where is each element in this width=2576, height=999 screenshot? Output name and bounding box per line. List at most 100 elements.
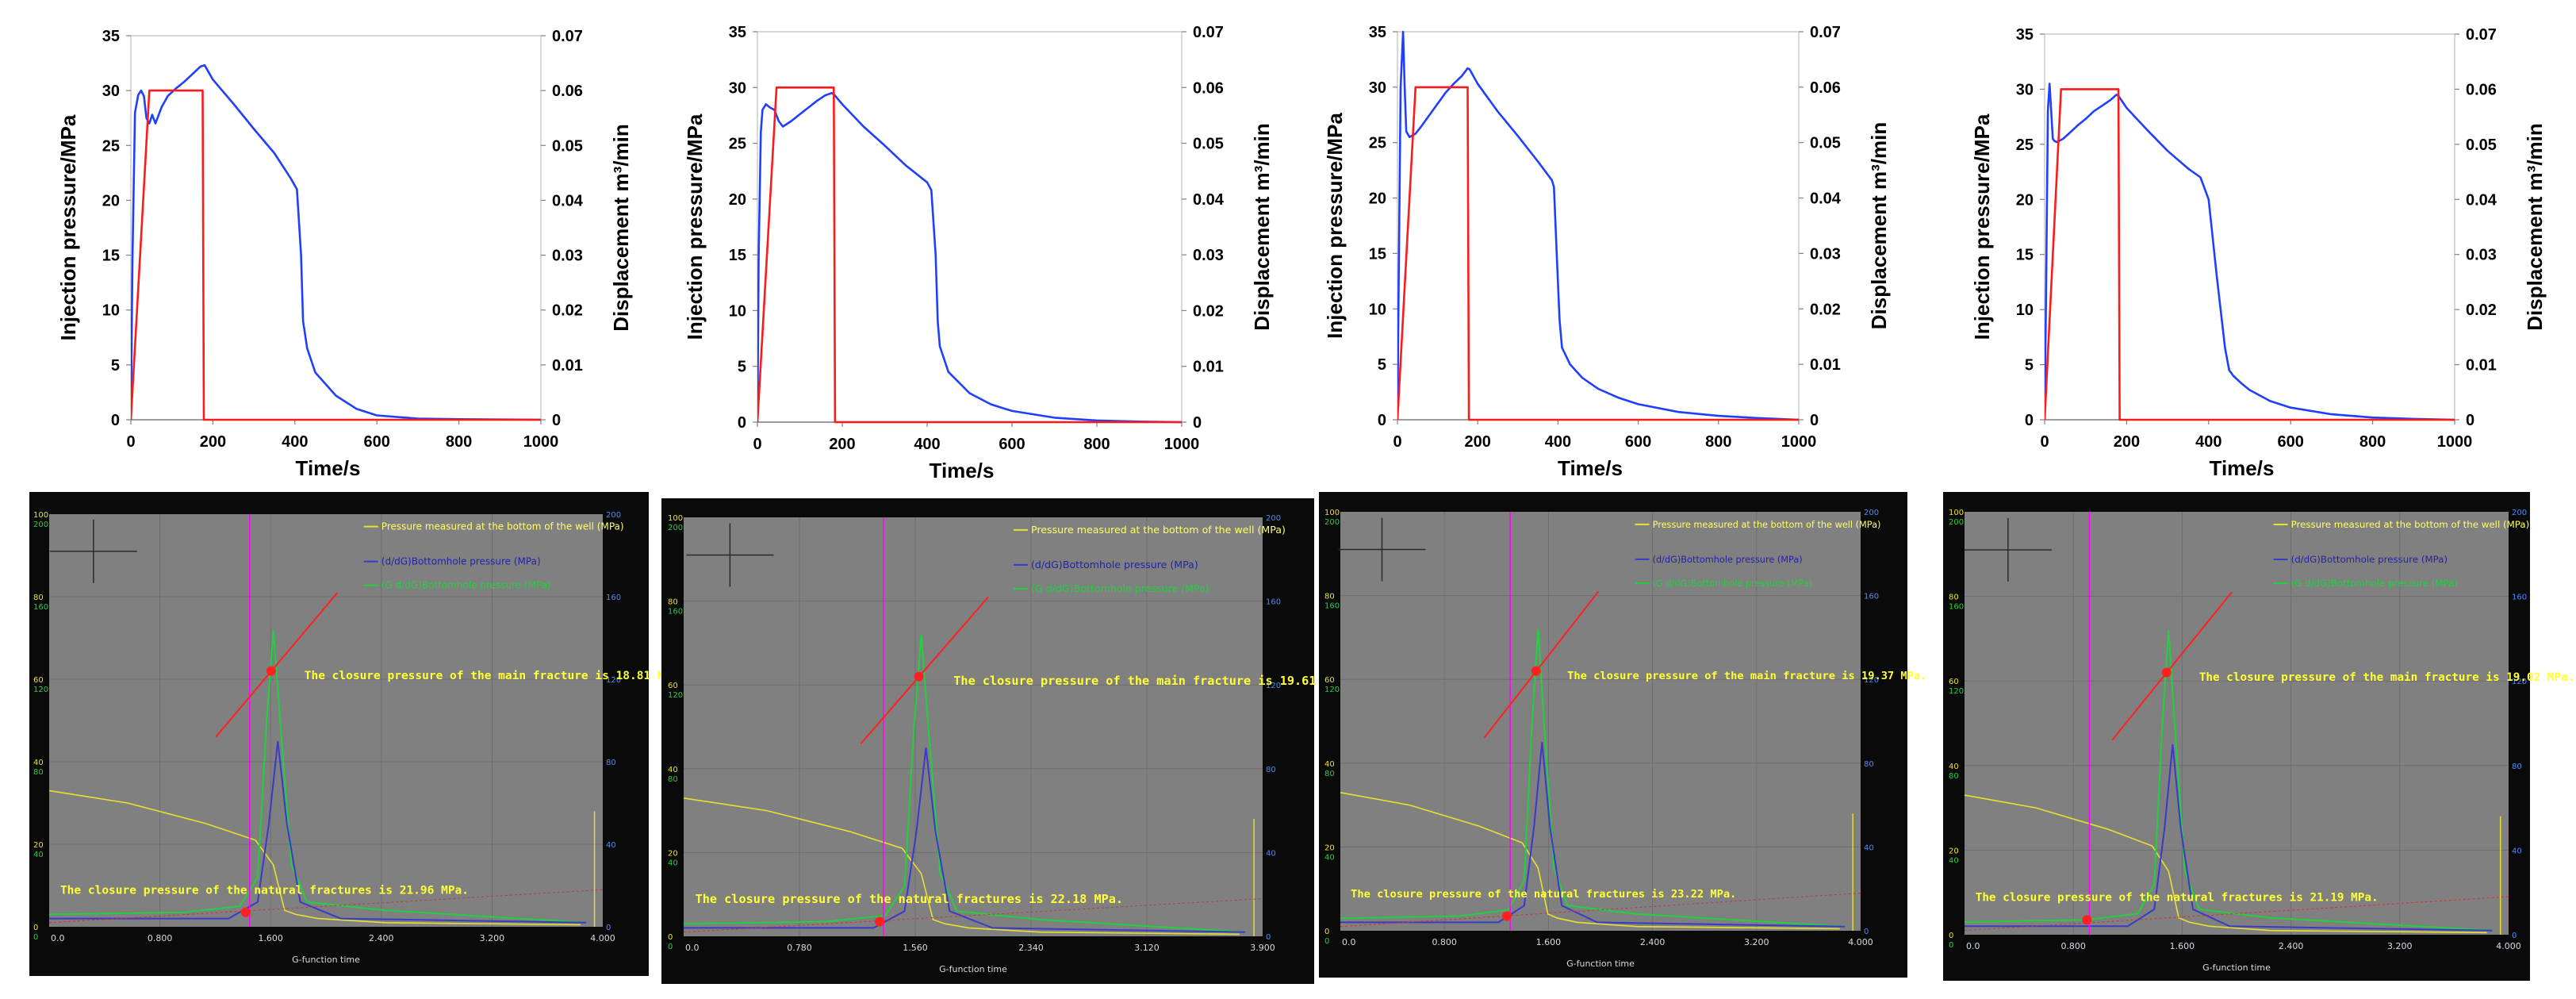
g-right-tick-label: 160 [1266, 598, 1281, 607]
y2-tick-label: 0.07 [1810, 24, 1841, 41]
legend-label: (d/dG)Bottomhole pressure (MPa) [2291, 554, 2448, 565]
natural-closure-point [240, 907, 251, 917]
x-tick-label: 800 [2359, 433, 2386, 451]
g-x-tick-label: 4.000 [590, 933, 615, 943]
natural-closure-point [2082, 915, 2092, 925]
x-tick-label: 800 [1083, 436, 1110, 453]
g-x-tick-label: 0.0 [685, 943, 700, 953]
main-closure-annotation: The closure pressure of the main fractur… [953, 674, 1352, 688]
g-left-tick-label-2: 200 [33, 521, 48, 529]
main-closure-point [266, 666, 276, 676]
y-tick-label: 35 [2016, 26, 2034, 44]
displacement-series-line [2045, 88, 2455, 421]
baseline-line [1964, 896, 2509, 932]
pressure-series-line [131, 64, 541, 421]
x-tick-label: 200 [829, 436, 855, 453]
g-left-tick-label: 80 [1949, 594, 1959, 602]
g-left-tick-label: 0 [668, 933, 673, 942]
y-tick-label: 5 [1378, 356, 1386, 374]
g-right-tick-label: 200 [2512, 509, 2527, 517]
g-x-tick-label: 2.400 [1640, 937, 1666, 947]
g-left-tick-label-2: 80 [1949, 772, 1959, 781]
y-tick-label: 0 [111, 412, 120, 429]
g-x-tick-label: 3.200 [1744, 937, 1769, 947]
natural-closure-point [1501, 911, 1512, 921]
x-tick-label: 600 [1625, 433, 1651, 451]
y2-tick-label: 0.06 [1810, 79, 1841, 97]
g-left-tick-label: 0 [33, 924, 38, 932]
natural-closure-point [875, 916, 885, 927]
g-x-tick-label: 3.200 [2387, 941, 2413, 951]
y2-tick-label: 0.03 [552, 248, 583, 265]
plot-area [49, 514, 603, 927]
x-tick-label: 800 [446, 433, 472, 451]
g-x-tick-label: 0.800 [2060, 941, 2086, 951]
y2-tick-label: 0.01 [1193, 359, 1224, 376]
y-tick-label: 25 [2016, 136, 2034, 154]
y2-tick-label: 0.06 [1193, 79, 1224, 97]
g-x-tick-label: 2.340 [1018, 943, 1044, 953]
y2-tick-label: 0.06 [552, 83, 583, 100]
g-left-tick-label: 20 [33, 841, 44, 850]
y-tick-label: 10 [2016, 302, 2034, 319]
y2-axis-title: Displacement m³/min [1250, 123, 1274, 331]
y-tick-label: 30 [729, 79, 746, 97]
g-left-tick-label: 0 [1949, 932, 1953, 940]
legend-label: Pressure measured at the bottom of the w… [381, 521, 624, 532]
g-x-tick-label: 0.0 [51, 933, 65, 943]
y-tick-label: 25 [1369, 135, 1386, 152]
g-x-tick-label: 3.200 [480, 933, 505, 943]
y-tick-label: 15 [2016, 247, 2034, 264]
y-axis-title: Injection pressure/MPa [683, 113, 707, 340]
y2-tick-label: 0.05 [2466, 136, 2497, 154]
g-function-chart-g: 0.0 0.800 1.600 2.400 3.200 4.000 G-function t… [1319, 492, 1926, 978]
tangent-line [860, 596, 989, 744]
g-right-tick-label: 120 [606, 676, 621, 685]
plot-area [684, 517, 1263, 936]
g-left-tick-label-2: 120 [668, 691, 683, 700]
natural-closure-annotation: The closure pressure of the natural frac… [696, 892, 1123, 906]
g-left-tick-label-2: 40 [668, 859, 678, 867]
g-right-tick-label: 40 [606, 841, 616, 850]
legend: Pressure measured at the bottom of the w… [1014, 524, 1286, 594]
g-left-tick-label: 60 [1324, 676, 1335, 685]
g-right-tick-label: 80 [606, 759, 616, 767]
g-right-tick-label: 120 [1266, 682, 1281, 690]
y2-tick-label: 0.06 [2466, 81, 2497, 98]
g-left-tick-label-2: 120 [1324, 686, 1340, 694]
g-right-tick-label: 80 [1864, 760, 1874, 769]
y2-tick-label: 0.03 [1193, 247, 1224, 264]
y-tick-label: 20 [729, 191, 746, 209]
g-left-tick-label: 0 [1324, 928, 1329, 936]
g-left-tick-label-2: 0 [1949, 941, 1953, 950]
g-left-tick-label: 100 [1324, 509, 1340, 517]
x-tick-label: 400 [282, 433, 308, 451]
legend-label: (G d/dG)Bottomhole pressure (MPa) [2291, 578, 2458, 589]
pressure-series-line [2045, 83, 2455, 421]
y2-tick-label: 0.02 [2466, 302, 2497, 319]
derivative-line [1965, 744, 2493, 932]
x-tick-label: 200 [200, 433, 226, 451]
y2-tick-label: 0.02 [1810, 301, 1841, 318]
baseline-line [48, 889, 604, 924]
plot-frame [757, 31, 1183, 423]
y2-tick-label: 0.04 [2466, 191, 2497, 209]
y-tick-label: 0 [1378, 412, 1386, 429]
g-x-axis-title: G-function time [1566, 959, 1635, 969]
y-tick-label: 15 [1369, 245, 1386, 263]
plot-frame [1397, 31, 1800, 421]
x-axis-title: Time/s [930, 459, 995, 482]
g-right-tick-label: 40 [1864, 843, 1874, 852]
tangent-line [1483, 590, 1600, 739]
g-right-tick-label: 200 [1266, 514, 1281, 523]
x-tick-label: 600 [999, 436, 1025, 453]
y-tick-label: 35 [102, 28, 120, 45]
y2-tick-label: 0.07 [552, 28, 583, 45]
x-tick-label: 0 [2040, 433, 2049, 451]
plot-area [1340, 512, 1861, 931]
y-axis-title: Injection pressure/MPa [56, 114, 80, 340]
legend: Pressure measured at the bottom of the w… [1635, 520, 1880, 589]
g-left-tick-label-2: 40 [33, 851, 44, 859]
g-x-tick-label: 1.600 [2170, 941, 2195, 951]
y2-tick-label: 0.01 [2466, 357, 2497, 375]
